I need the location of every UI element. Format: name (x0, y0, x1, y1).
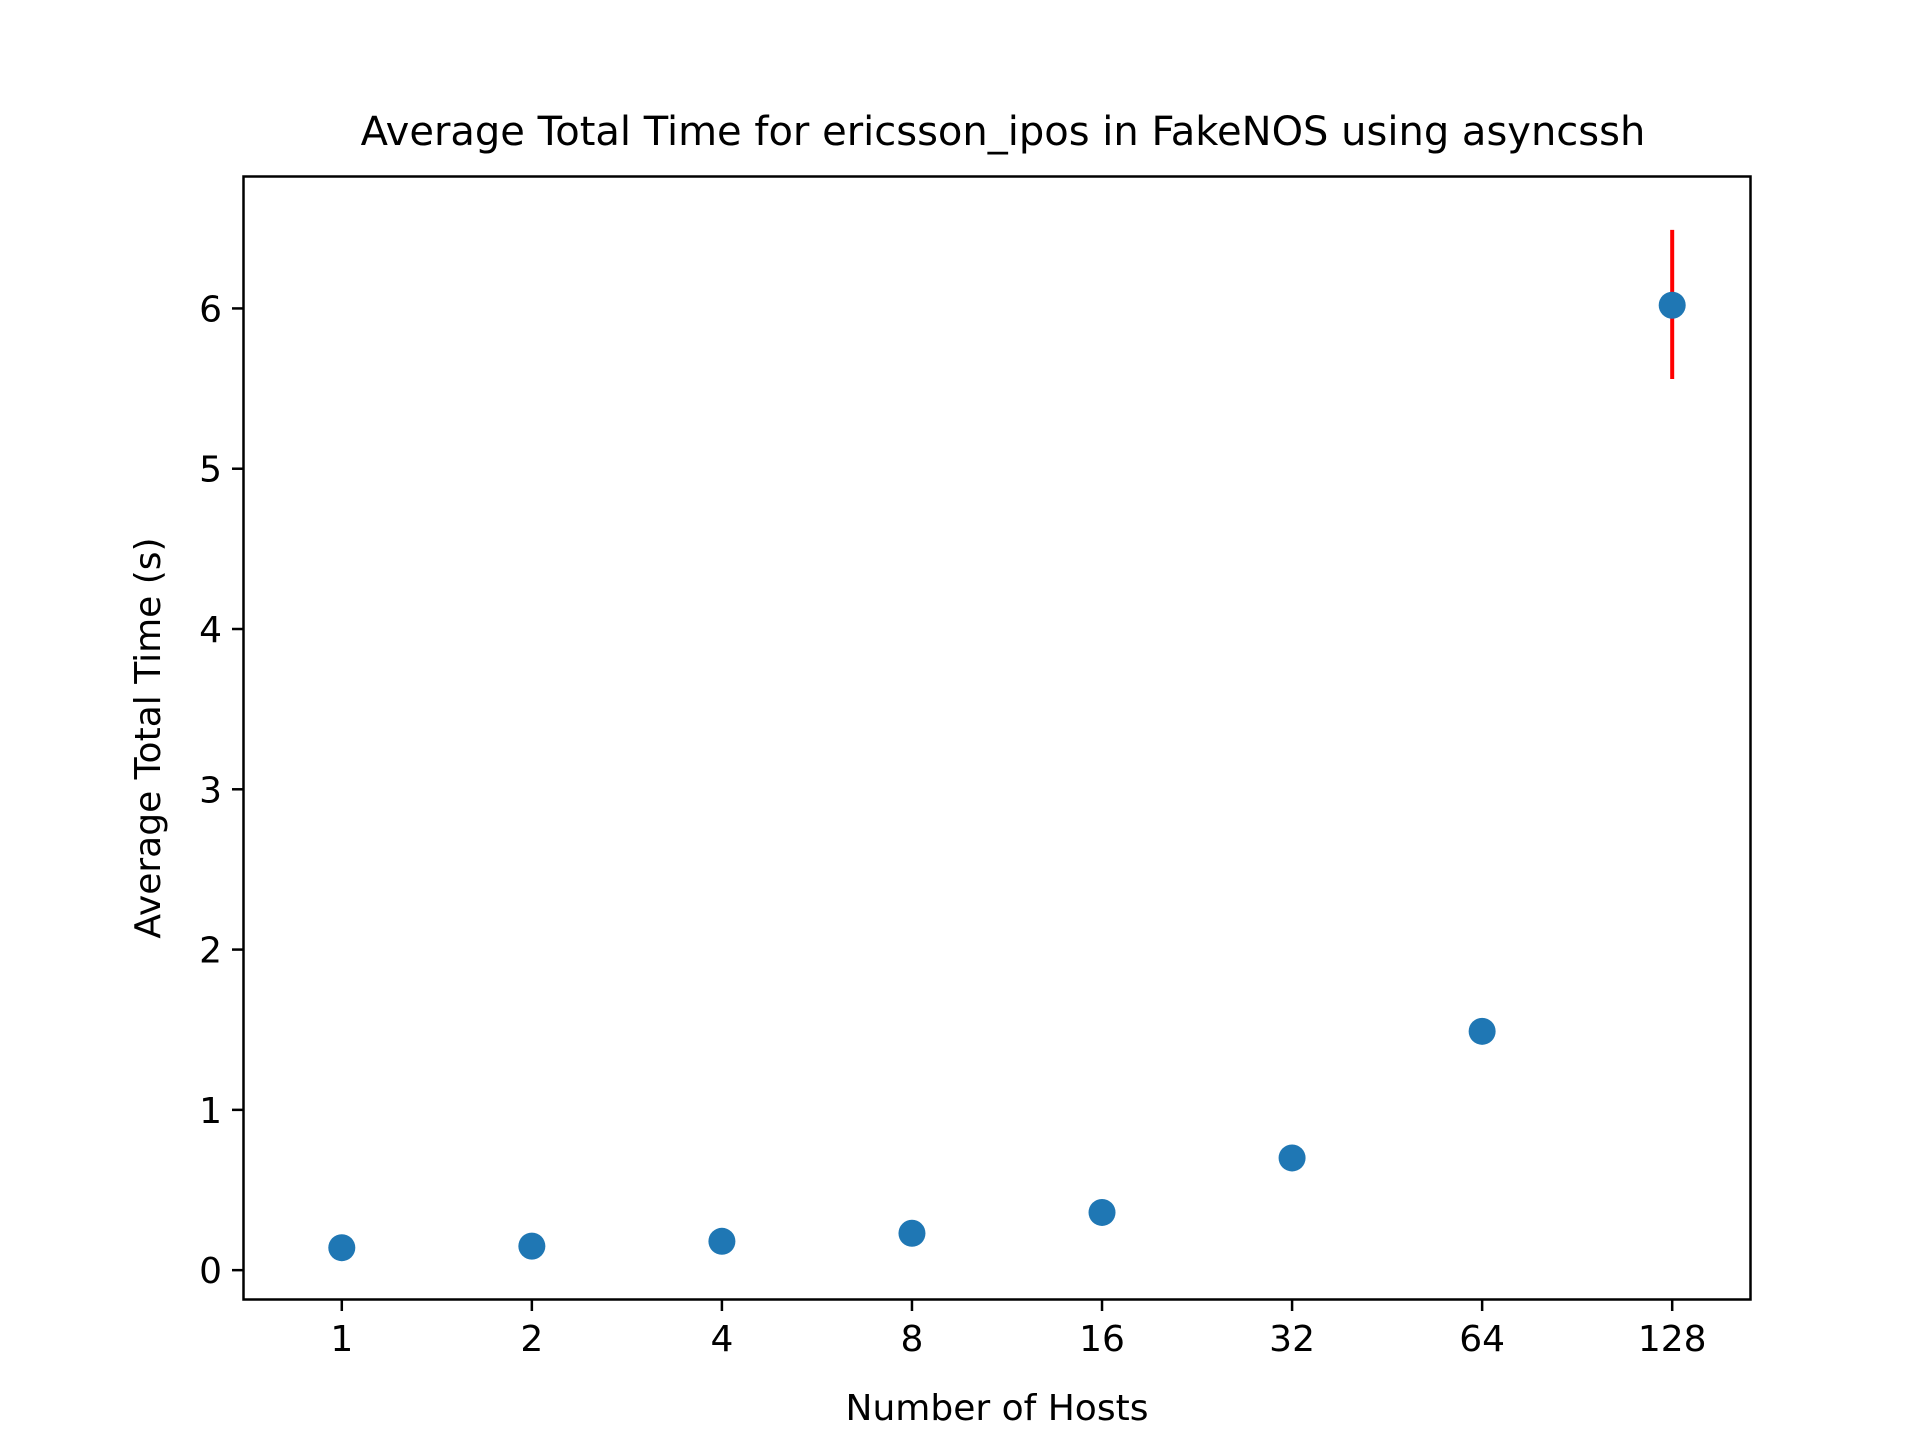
y-tick-label: 1 (199, 1091, 222, 1132)
y-tick-label: 0 (199, 1251, 222, 1292)
y-tick-label: 5 (199, 450, 222, 491)
data-point (898, 1219, 926, 1247)
data-point (1468, 1017, 1496, 1045)
x-tick-label: 32 (1269, 1319, 1315, 1360)
y-axis: 0 1 2 3 4 5 6 (199, 289, 244, 1292)
x-tick-label: 1 (330, 1319, 353, 1360)
x-tick-label: 8 (901, 1319, 924, 1360)
y-tick-label: 3 (199, 770, 222, 811)
x-tick-label: 16 (1079, 1319, 1125, 1360)
y-tick-label: 2 (199, 931, 222, 972)
x-axis: 1 2 4 8 16 32 64 128 (330, 1299, 1707, 1360)
data-point (518, 1232, 546, 1260)
chart-title: Average Total Time for ericsson_ipos in … (361, 109, 1646, 155)
data-point (1088, 1198, 1116, 1226)
x-axis-label: Number of Hosts (846, 1388, 1149, 1429)
plot-frame (242, 175, 1752, 1301)
data-point (708, 1227, 736, 1255)
data-points (328, 291, 1686, 1262)
data-point (1278, 1144, 1306, 1172)
x-tick-label: 2 (520, 1319, 543, 1360)
y-axis-label: Average Total Time (s) (128, 537, 169, 938)
x-tick-label: 128 (1638, 1319, 1707, 1360)
data-point (1658, 291, 1686, 319)
x-tick-label: 64 (1459, 1319, 1505, 1360)
x-tick-label: 4 (710, 1319, 733, 1360)
y-tick-label: 4 (199, 610, 222, 651)
data-point (328, 1234, 356, 1262)
y-tick-label: 6 (199, 289, 222, 330)
